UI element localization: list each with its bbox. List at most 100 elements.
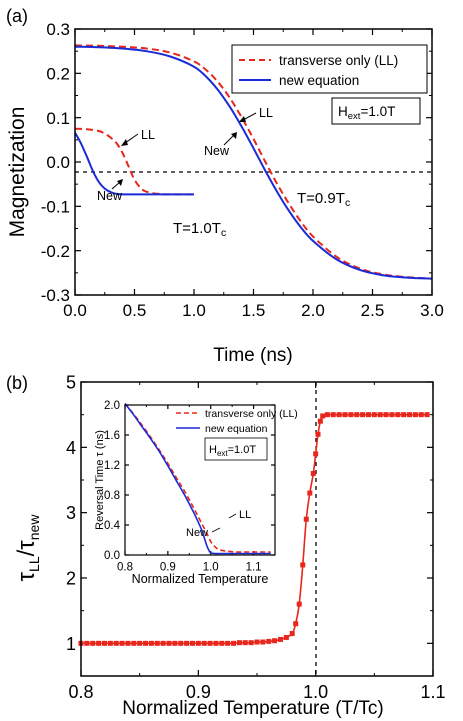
inset-bg — [125, 405, 275, 555]
ratio-marker — [96, 640, 102, 646]
inset-legend-label-ll: transverse only (LL) — [205, 408, 298, 420]
panel-a-legend: transverse only (LL) new equation — [231, 44, 428, 94]
x-tick-label: 1.0 — [203, 562, 219, 574]
inset-legend-label-new: new equation — [205, 423, 268, 435]
ratio-marker — [336, 412, 342, 418]
ratio-marker — [389, 412, 395, 418]
y-tick-label: 0.1 — [46, 109, 70, 128]
inset-ylabel: Reversal Time τ (ns) — [94, 430, 106, 530]
ratio-marker — [195, 640, 201, 646]
x-tick-label: 1.5 — [242, 301, 266, 320]
panel-a: (a) Magnetization Time (ns) 0.0 0.5 1.0 1.5… — [6, 6, 444, 366]
x-tick-label: 0.9 — [186, 682, 211, 702]
y-tick-label: 1.6 — [104, 430, 120, 442]
ratio-marker — [407, 412, 413, 418]
ratio-marker — [348, 412, 354, 418]
x-tick-label: 2.5 — [361, 301, 385, 320]
y-tick-label: 3 — [66, 503, 76, 523]
ratio-marker — [401, 412, 407, 418]
panel-a-label: (a) — [6, 6, 28, 26]
series-ll-t10 — [74, 127, 194, 196]
inset-series — [124, 403, 271, 555]
ratio-marker — [371, 412, 377, 418]
ratio-marker — [354, 412, 360, 418]
ratio-marker — [293, 621, 299, 627]
series-ll-t09 — [74, 44, 433, 280]
ratio-marker — [342, 412, 348, 418]
panel-a-series — [74, 44, 433, 280]
ratio-marker — [300, 562, 306, 568]
ratio-marker — [324, 412, 330, 418]
ratio-marker — [315, 431, 321, 437]
inset-xlabel: Normalized Temperature — [132, 572, 269, 586]
ratio-marker — [330, 412, 336, 418]
arrow-ll-upper — [242, 112, 257, 121]
x-tick-label: 2.0 — [301, 301, 325, 320]
annotation-new-upper: New — [204, 144, 230, 158]
ratio-marker — [377, 412, 383, 418]
ratio-marker — [189, 640, 195, 646]
inset-arrow-ll — [228, 513, 237, 519]
series-new-t09 — [74, 45, 433, 280]
ratio-marker — [137, 640, 143, 646]
inset-annotation-ll: LL — [239, 509, 251, 521]
x-tick-label: 1.0 — [182, 301, 206, 320]
panel-b-series — [78, 412, 430, 646]
panel-b-frame — [80, 381, 434, 677]
ratio-marker — [424, 412, 430, 418]
ratio-marker — [143, 640, 149, 646]
inset-field-box — [204, 437, 268, 461]
ratio-marker — [225, 640, 231, 646]
y-tick-label: -0.1 — [41, 197, 70, 216]
ratio-marker — [172, 640, 178, 646]
inset-annotation-new: New — [186, 527, 208, 539]
panel-a-ylabel: Magnetization — [6, 107, 29, 238]
ratio-marker — [101, 640, 107, 646]
y-tick-label: 0.0 — [46, 153, 70, 172]
annotation-new-lower: New — [97, 189, 123, 203]
y-tick-label: 0.4 — [104, 520, 121, 532]
ratio-marker — [154, 640, 160, 646]
ratio-marker — [254, 639, 260, 645]
legend-label-new: new equation — [279, 73, 359, 88]
ratio-marker — [283, 634, 289, 640]
arrowhead-ll-upper — [239, 116, 246, 122]
series-new-t10 — [74, 132, 194, 196]
x-tick-label: 1.0 — [303, 682, 328, 702]
y-tick-label: -0.2 — [41, 242, 70, 261]
y-tick-label: 0.8 — [104, 490, 120, 502]
panel-b-label: (b) — [6, 373, 28, 393]
x-tick-label: 0.5 — [123, 301, 147, 320]
field-box — [331, 97, 421, 125]
ratio-marker — [178, 640, 184, 646]
y-tick-label: 4 — [66, 438, 76, 458]
temp-label-upper: T=0.9Tc — [297, 190, 350, 209]
inset-arrow-new — [211, 527, 221, 533]
ratio-marker — [166, 640, 172, 646]
arrowhead-new-lower — [117, 179, 123, 186]
ratio-marker — [113, 640, 119, 646]
ratio-marker — [395, 412, 401, 418]
y-tick-label: 0.0 — [104, 550, 120, 562]
inset-series-new — [124, 403, 271, 555]
ratio-marker — [131, 640, 137, 646]
ratio-marker — [313, 451, 319, 457]
x-tick-label: 0.8 — [68, 682, 93, 702]
legend-label-ll: transverse only (LL) — [279, 53, 398, 68]
ratio-marker — [360, 412, 366, 418]
panel-a-ticks: 0.0 0.5 1.0 1.5 2.0 2.5 3.0 0.3 0.2 0.1 0.0 -0.1 -0.… — [41, 20, 444, 320]
ratio-marker — [320, 413, 326, 419]
ratio-marker — [184, 640, 190, 646]
y-tick-label: 0.2 — [46, 64, 70, 83]
panel-a-xlabel: Time (ns) — [213, 345, 293, 366]
ratio-marker — [266, 638, 272, 644]
panel-b-ticks: 0.8 0.9 1.0 1.1 1 2 3 4 5 — [66, 372, 446, 702]
inset-ticks: 0.8 0.9 1.0 1.1 0.0 0.4 0.8 1.2 1.6 2.0 — [104, 400, 275, 574]
ratio-marker — [201, 640, 207, 646]
ratio-marker — [383, 412, 389, 418]
inset-field-text: Hext=1.0T — [209, 444, 256, 458]
panel-a-field-box: Hext=1.0T — [331, 97, 421, 125]
ratio-marker — [272, 638, 278, 644]
inset: 0.8 0.9 1.0 1.1 0.0 0.4 0.8 1.2 1.6 2.0 Reversal … — [94, 400, 298, 586]
ratio-marker — [310, 470, 316, 476]
